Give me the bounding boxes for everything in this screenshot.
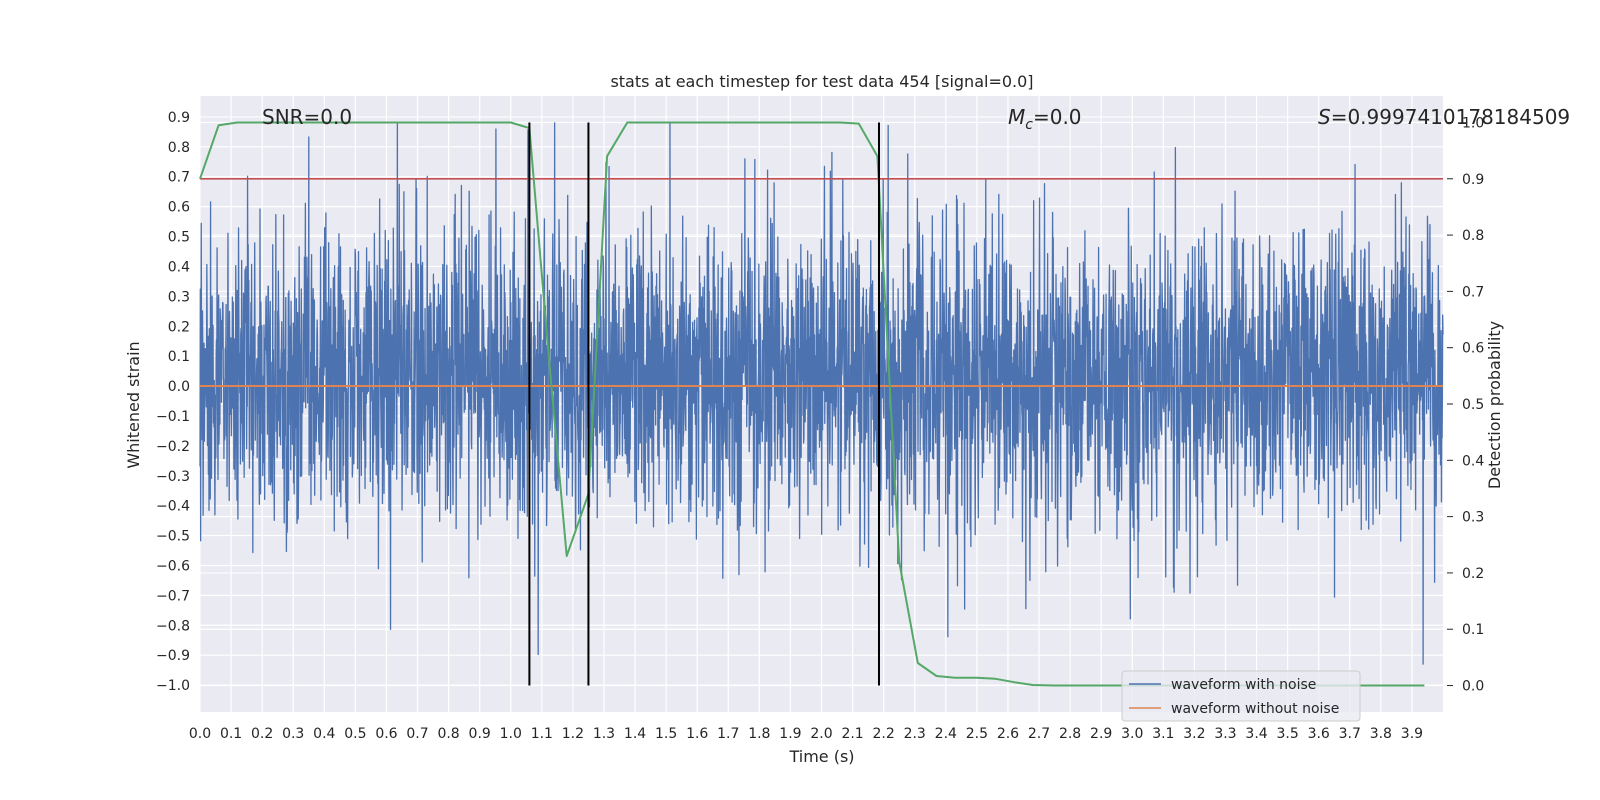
x-tick-label: 2.8 [1059,726,1081,742]
x-tick-label: 0.6 [375,726,397,742]
x-axis-label: Time (s) [788,747,854,766]
x-tick-label: 0.5 [344,726,366,742]
overlay-marks [199,121,1443,687]
x-tick-label: 0.4 [313,726,335,742]
y-tick-label: 0.1 [168,349,190,365]
y-axis-label: Whitened strain [124,341,143,468]
x-tick-label: 1.1 [531,726,553,742]
x-tick-label: 1.6 [686,726,708,742]
legend: waveform with noise waveform without noi… [1121,670,1361,722]
y-tick-label: 0.5 [168,230,190,246]
y-tick-label: 0.9 [168,110,190,126]
y-tick-label: −0.6 [156,558,190,574]
x-tick-label: 3.9 [1401,726,1423,742]
y-right-tick-label: 0.0 [1462,679,1484,695]
x-tick-label: 2.4 [935,726,957,742]
s-value: =0.9997410178184509 [1331,105,1570,129]
y-tick-label: −0.2 [156,439,190,455]
y-right-tick-label: 0.3 [1462,510,1484,526]
x-tick-label: 1.4 [624,726,646,742]
y-right-tick-label: 0.8 [1462,228,1484,244]
y-tick-label: −0.3 [156,469,190,485]
x-tick-label: 0.8 [437,726,459,742]
x-tick-label: 1.2 [562,726,584,742]
tick-labels: 0.0 0.1 0.2 0.3 0.4 0.5 0.6 0.7 0.8 0.9 1.0 1.1 1.2 1… [156,110,1484,742]
x-tick-label: 3.2 [1183,726,1205,742]
x-tick-label: 1.7 [717,726,739,742]
x-tick-label: 0.0 [189,726,211,742]
x-tick-label: 0.2 [251,726,273,742]
y-tick-label: −0.5 [156,529,190,545]
y-right-tick-label: 0.7 [1462,284,1484,300]
x-tick-label: 2.1 [841,726,863,742]
x-tick-label: 2.7 [1028,726,1050,742]
x-tick-label: 0.1 [220,726,242,742]
chirp-mass-value: =0.0 [1033,105,1082,129]
snr-annotation: SNR=0.0 [262,105,352,129]
y-tick-label: 0.3 [168,289,190,305]
legend-entry-noise: waveform with noise [1171,677,1316,693]
x-tick-label: 3.0 [1121,726,1143,742]
x-tick-label: 3.6 [1308,726,1330,742]
y-right-tick-label: 0.4 [1462,453,1484,469]
legend-box [1121,670,1361,722]
s-symbol: S [1318,105,1331,129]
y-tick-label: −0.4 [156,499,190,515]
y-tick-label: −0.7 [156,588,190,604]
y-right-tick-label: 0.5 [1462,397,1484,413]
x-tick-label: 1.3 [593,726,615,742]
y-tick-label: 0.6 [168,200,190,216]
y-tick-label: 0.2 [168,319,190,335]
y-tick-label: 0.7 [168,170,190,186]
x-tick-label: 0.7 [406,726,428,742]
y-tick-label: 0.4 [168,259,190,275]
y-right-tick-label: 0.9 [1462,172,1484,188]
x-tick-label: 3.3 [1214,726,1236,742]
y-right-tick-label: 0.1 [1462,622,1484,638]
y-tick-label: 0.0 [168,379,190,395]
x-tick-label: 0.9 [469,726,491,742]
x-tick-label: 3.4 [1245,726,1267,742]
x-tick-label: 1.8 [748,726,770,742]
detection-probability-line [199,121,1425,687]
x-tick-label: 2.2 [873,726,895,742]
y-tick-label: −1.0 [156,678,190,694]
x-tick-label: 1.0 [500,726,522,742]
x-tick-label: 2.3 [904,726,926,742]
chirp-mass-symbol: M [1008,105,1025,129]
s-annotation: S=0.9997410178184509 [1318,105,1570,129]
y-right-tick-label: 1.0 [1462,115,1484,131]
chart-title: stats at each timestep for test data 454… [610,72,1033,91]
y-right-tick-label: 0.6 [1462,341,1484,357]
y-right-tick-label: 0.2 [1462,566,1484,582]
x-tick-label: 3.5 [1276,726,1298,742]
x-tick-label: 1.5 [655,726,677,742]
y-tick-label: −0.9 [156,648,190,664]
x-tick-label: 2.6 [997,726,1019,742]
x-tick-label: 1.9 [779,726,801,742]
chirp-mass-annotation: Mc=0.0 [1008,105,1082,133]
y-tick-label: −0.1 [156,409,190,425]
x-tick-label: 3.7 [1339,726,1361,742]
x-tick-label: 2.9 [1090,726,1112,742]
x-tick-label: 3.8 [1370,726,1392,742]
y-tick-label: −0.8 [156,618,190,634]
x-tick-label: 2.5 [966,726,988,742]
x-tick-label: 0.3 [282,726,304,742]
legend-entry-clean: waveform without noise [1171,701,1339,717]
y-tick-label: 0.8 [168,140,190,156]
x-tick-label: 3.1 [1152,726,1174,742]
x-tick-label: 2.0 [810,726,832,742]
y-axis-right-label: Detection probability [1485,321,1504,489]
chirp-mass-subscript: c [1025,117,1033,133]
